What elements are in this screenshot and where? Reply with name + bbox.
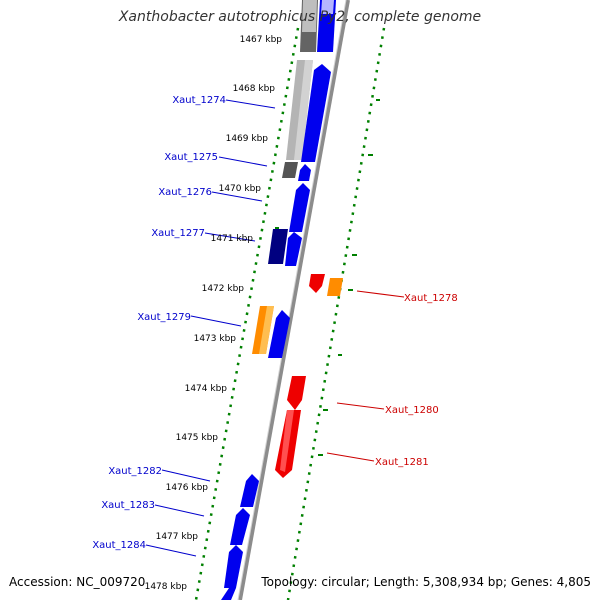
- gene-label-xaut-1282: Xaut_1282: [108, 466, 162, 477]
- topology-text: Topology: circular; Length: 5,308,934 bp…: [261, 575, 591, 589]
- reverse-gene-labels: Xaut_1278 Xaut_1280 Xaut_1281: [375, 293, 458, 468]
- forward-gene-labels: Xaut_1274 Xaut_1275 Xaut_1276 Xaut_1277 …: [92, 95, 226, 551]
- kbp-label: 1472 kbp: [202, 284, 245, 294]
- gene-top-light: [321, 0, 334, 14]
- kbp-label: 1477 kbp: [156, 532, 199, 542]
- leader-xaut-1283: [154, 504, 205, 517]
- reverse-strand-genes: [275, 274, 343, 478]
- gene-label-xaut-1284: Xaut_1284: [92, 540, 146, 551]
- gene-bottom-blue: [221, 588, 236, 600]
- leader-xaut-1274: [225, 99, 276, 109]
- gene-1281-red-shade: [280, 410, 294, 472]
- gene-1279-orange-shade: [259, 306, 274, 354]
- kbp-scale-labels: 1467 kbp 1468 kbp 1469 kbp 1470 kbp 1471…: [145, 35, 283, 592]
- gene-1275-darkgrey: [282, 162, 298, 178]
- gene-1275-blue: [298, 164, 311, 181]
- gene-1284-blue: [224, 545, 243, 588]
- kbp-label: 1474 kbp: [185, 384, 228, 394]
- gene-top-lightgrey: [302, 0, 317, 32]
- gene-1282-blue: [240, 474, 259, 507]
- gene-1283-blue: [230, 508, 250, 545]
- outer-dotted-line: [286, 27, 386, 600]
- gc-dotted-lines: [194, 27, 386, 600]
- gene-1278-orange: [327, 278, 343, 296]
- leader-xaut-1281: [326, 452, 375, 462]
- gene-1274-grey-shade: [294, 60, 313, 160]
- kbp-label: 1476 kbp: [166, 483, 209, 493]
- kbp-label: 1468 kbp: [233, 84, 276, 94]
- leader-xaut-1275: [218, 156, 268, 167]
- gene-label-leaders: [145, 99, 405, 557]
- gene-1277-navy: [268, 229, 288, 264]
- gene-label-xaut-1276: Xaut_1276: [158, 187, 212, 198]
- gene-label-xaut-1279: Xaut_1279: [137, 312, 191, 323]
- gene-1279-blue: [268, 310, 290, 358]
- gene-label-xaut-1283: Xaut_1283: [101, 500, 155, 511]
- gene-label-xaut-1278: Xaut_1278: [404, 293, 458, 304]
- kbp-label: 1469 kbp: [226, 134, 269, 144]
- inner-dotted-line: [194, 27, 300, 600]
- gene-1280-red: [287, 376, 306, 410]
- gene-label-xaut-1275: Xaut_1275: [164, 152, 218, 163]
- backbone: [237, 0, 350, 600]
- leader-xaut-1282: [161, 469, 211, 482]
- leader-xaut-1280: [336, 402, 385, 410]
- leader-xaut-1279: [190, 315, 242, 327]
- leader-xaut-1277: [204, 232, 256, 242]
- leader-xaut-1278: [356, 290, 405, 298]
- kbp-label: 1471 kbp: [211, 234, 254, 244]
- gene-label-xaut-1277: Xaut_1277: [151, 228, 205, 239]
- gene-1278-red: [309, 274, 325, 293]
- gene-1276-blue: [289, 183, 310, 232]
- gene-label-xaut-1281: Xaut_1281: [375, 457, 429, 468]
- accession-text: Accession: NC_009720: [9, 575, 146, 589]
- leader-xaut-1276: [211, 191, 263, 202]
- gene-label-xaut-1280: Xaut_1280: [385, 405, 439, 416]
- forward-strand-genes: [221, 0, 336, 600]
- kbp-label: 1473 kbp: [194, 334, 237, 344]
- kbp-label: 1478 kbp: [145, 582, 188, 592]
- kbp-label: 1467 kbp: [240, 35, 283, 45]
- gene-1277-blue: [285, 232, 302, 266]
- kbp-label: 1470 kbp: [219, 184, 262, 194]
- kbp-label: 1475 kbp: [176, 433, 219, 443]
- gene-label-xaut-1274: Xaut_1274: [172, 95, 226, 106]
- backbone-line: [238, 0, 350, 600]
- gene-1274-blue: [301, 64, 331, 162]
- map-title: Xanthobacter autotrophicus Py2, complete…: [118, 9, 482, 25]
- backbone-highlight: [237, 0, 347, 600]
- leader-xaut-1284: [145, 544, 197, 557]
